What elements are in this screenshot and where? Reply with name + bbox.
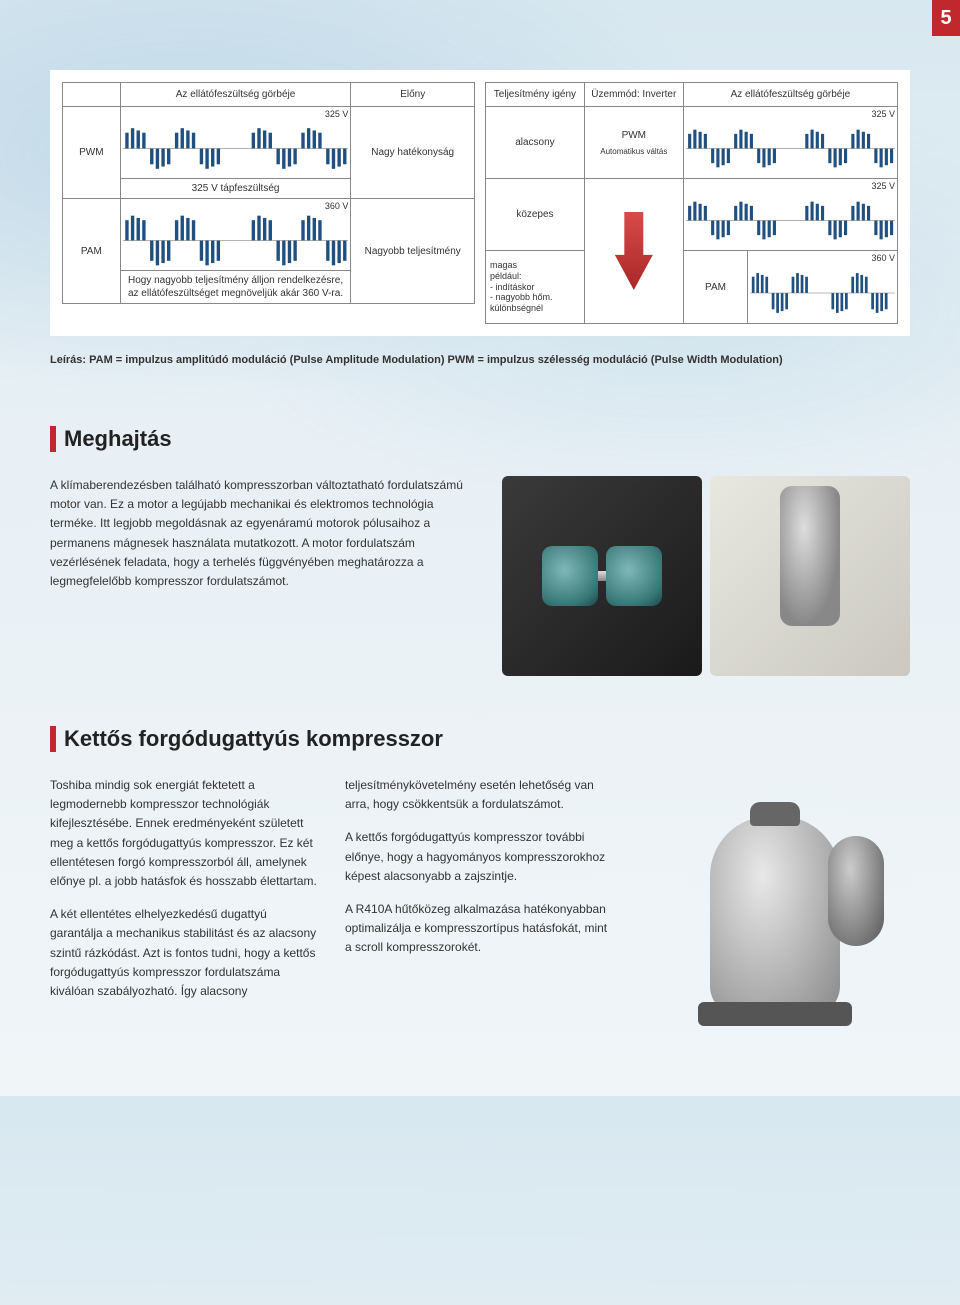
section-heading: Kettős forgódugattyús kompresszor	[50, 726, 910, 752]
red-bar-icon	[50, 726, 56, 752]
mode-pam-cell: PAM 360 V	[683, 251, 897, 324]
motor-image-dark	[502, 476, 702, 676]
demand-high: magas például: - indításkor - nagyobb hő…	[486, 251, 585, 324]
pwm-advantage: Nagy hatékonyság	[351, 107, 475, 199]
waveform-icon	[750, 265, 895, 321]
kompresszor-col1: Toshiba mindig sok energiát fektetett a …	[50, 776, 321, 1056]
red-bar-icon	[50, 426, 56, 452]
motor-images	[502, 476, 910, 676]
pwm-supply-note: 325 V tápfeszültség	[120, 179, 351, 199]
col-curve-right: Az ellátófeszültség görbéje	[683, 83, 897, 107]
heading-text: Kettős forgódugattyús kompresszor	[64, 726, 443, 752]
waveform-icon	[123, 213, 349, 268]
pam-footnote: Hogy nagyobb teljesítmény álljon rendelk…	[120, 271, 351, 304]
comparison-left-panel: Az ellátófeszültség görbéje Előny PWM 32…	[62, 82, 475, 324]
col-curve: Az ellátófeszültség görbéje	[120, 83, 351, 107]
mode-pam: PAM	[684, 251, 748, 323]
comparison-table: Az ellátófeszültség görbéje Előny PWM 32…	[50, 70, 910, 336]
pam-advantage: Nagyobb teljesítmény	[351, 199, 475, 304]
comparison-right-panel: Teljesítmény igény Üzemmód: Inverter Az …	[485, 82, 898, 324]
section-meghajtas: Meghajtás A klímaberendezésben található…	[50, 426, 910, 676]
pam-waveform: 360 V	[120, 199, 351, 271]
section-heading: Meghajtás	[50, 426, 910, 452]
pwm-waveform: 325 V	[120, 107, 351, 179]
kompresszor-image	[640, 776, 910, 1056]
curve-high: 360 V	[748, 251, 897, 323]
paragraph: A két ellentétes elhelyezkedésű dugattyú…	[50, 905, 321, 1001]
heading-text: Meghajtás	[64, 426, 172, 452]
col-advantage: Előny	[351, 83, 475, 107]
page-content: Az ellátófeszültség görbéje Előny PWM 32…	[0, 0, 960, 1096]
paragraph: A R410A hűtőközeg alkalmazása hatékonyab…	[345, 900, 616, 958]
row-label-pam: PAM	[63, 199, 121, 304]
motor-image-light	[710, 476, 910, 676]
paragraph: teljesítménykövetelmény esetén lehetőség…	[345, 776, 616, 814]
section-kompresszor: Kettős forgódugattyús kompresszor Toshib…	[50, 726, 910, 1056]
mode-pwm: PWM Automatikus váltás	[584, 107, 683, 179]
demand-medium: közepes	[486, 179, 585, 251]
curve-medium: 325 V	[683, 179, 897, 251]
waveform-icon	[686, 193, 895, 248]
red-down-arrow-icon	[615, 212, 653, 290]
waveform-icon	[123, 121, 349, 176]
curve-low: 325 V	[683, 107, 897, 179]
mode-switch-arrow-cell	[584, 179, 683, 324]
paragraph: Toshiba mindig sok energiát fektetett a …	[50, 776, 321, 891]
waveform-icon	[686, 121, 895, 176]
meghajtas-body-text: A klímaberendezésben található kompressz…	[50, 476, 472, 676]
paragraph: A kettős forgódugattyús kompresszor tová…	[345, 828, 616, 886]
row-label-pwm: PWM	[63, 107, 121, 199]
kompresszor-col2: teljesítménykövetelmény esetén lehetőség…	[345, 776, 616, 1056]
col-demand: Teljesítmény igény	[486, 83, 585, 107]
demand-low: alacsony	[486, 107, 585, 179]
col-mode: Üzemmód: Inverter	[584, 83, 683, 107]
pam-pwm-description: Leírás: PAM = impulzus amplitúdó modulác…	[50, 354, 910, 366]
